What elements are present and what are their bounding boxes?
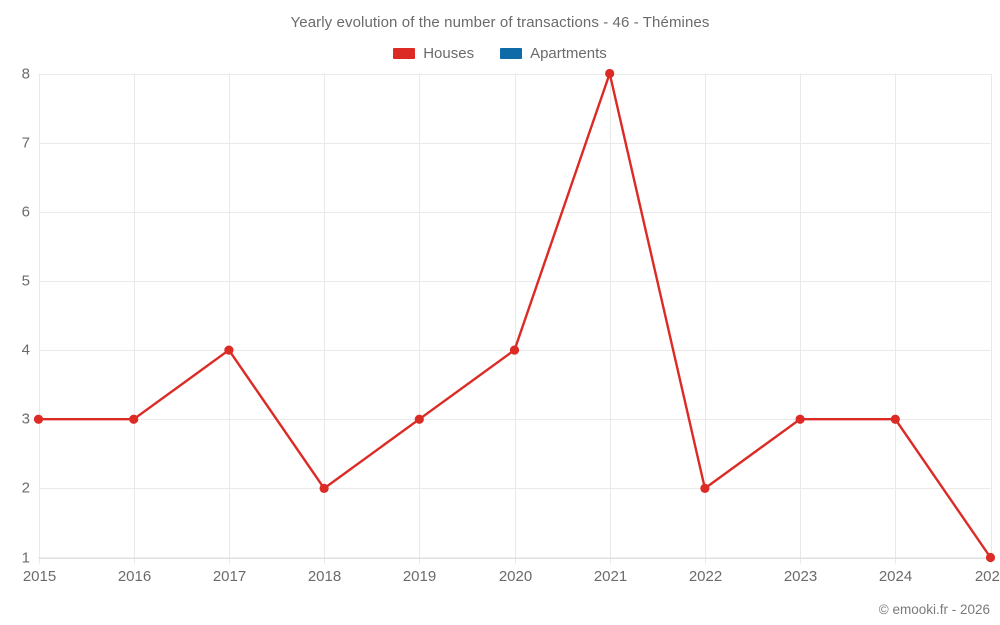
data-point-marker[interactable] (985, 552, 996, 563)
legend-label-houses: Houses (423, 45, 475, 62)
data-point-marker[interactable] (890, 414, 900, 424)
y-axis-tick-label: 4 (22, 341, 30, 358)
data-point-marker[interactable] (700, 483, 710, 493)
data-point-marker[interactable] (129, 414, 139, 424)
x-axis-tick-label: 2023 (784, 568, 817, 585)
series-line (37, 72, 992, 559)
x-axis-tick-label: 2020 (499, 568, 532, 585)
footer-credit: © emooki.fr - 2026 (878, 602, 990, 617)
legend-swatch-houses (393, 48, 416, 59)
data-point-marker[interactable] (795, 414, 805, 424)
y-axis-tick-label: 2 (22, 479, 30, 496)
y-axis-tick-labels: 1 2 3 4 5 6 7 8 (22, 65, 30, 566)
x-axis-tick-label: 2025 (975, 568, 1000, 585)
y-axis-tick-label: 1 (22, 549, 30, 566)
data-point-marker[interactable] (605, 68, 615, 79)
data-point-marker[interactable] (509, 345, 520, 355)
x-axis-tick-label: 2016 (118, 568, 151, 585)
y-axis-tick-label: 5 (22, 272, 30, 289)
y-axis-tick-label: 6 (22, 203, 30, 220)
x-axis-tick-label: 2015 (23, 568, 56, 585)
chart-title: Yearly evolution of the number of transa… (290, 14, 710, 31)
y-axis-tick-label: 8 (22, 65, 30, 82)
x-axis-tick-label: 2022 (689, 568, 722, 585)
data-point-marker[interactable] (224, 345, 234, 355)
data-point-marker[interactable] (33, 414, 44, 424)
x-axis-tick-label: 2019 (403, 568, 436, 585)
x-axis-tick-labels: 2015 2016 2017 2018 2019 2020 2021 2022 2023 2024… (23, 568, 1000, 585)
x-axis-tick-label: 2021 (594, 568, 627, 585)
y-axis-tick-label: 7 (22, 134, 30, 151)
data-point-marker[interactable] (414, 414, 424, 424)
legend-item-apartments[interactable]: Apartments (500, 45, 607, 62)
x-axis-tick-label: 2024 (879, 568, 912, 585)
grid-lines (38, 73, 992, 564)
legend-label-apartments: Apartments (530, 45, 607, 62)
chart-legend: Houses Apartments (0, 45, 1000, 62)
y-axis-tick-label: 3 (22, 410, 30, 427)
data-series-houses (33, 68, 996, 563)
data-point-marker[interactable] (319, 483, 329, 493)
data-series-layer (33, 68, 996, 563)
x-axis-tick-label: 2018 (308, 568, 341, 585)
legend-swatch-apartments (500, 48, 523, 59)
legend-item-houses[interactable]: Houses (393, 45, 474, 62)
x-axis-tick-label: 2017 (213, 568, 246, 585)
